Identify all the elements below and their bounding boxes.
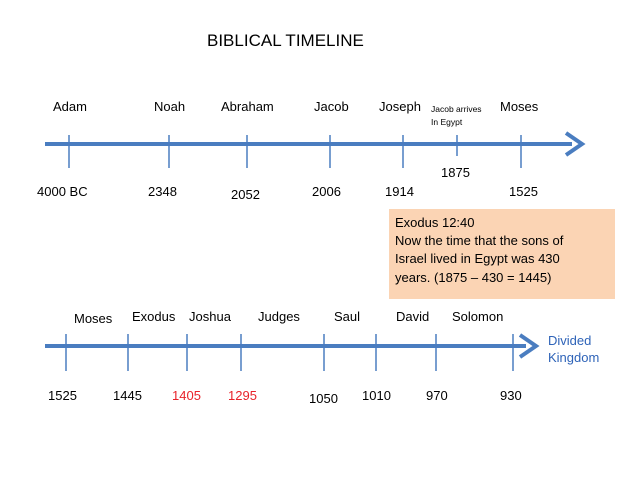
event-label-abraham: Abraham	[221, 99, 274, 114]
date-label-1050: 1050	[309, 391, 338, 406]
date-label-1525: 1525	[509, 184, 538, 199]
event-label-jacob: Jacob	[314, 99, 349, 114]
event-label-saul: Saul	[334, 309, 361, 324]
event-label-jacob-arrives-line2: In Egypt	[431, 117, 463, 127]
date-label-1875: 1875	[441, 165, 470, 180]
timeline2-arrowhead	[518, 333, 540, 359]
date-label-1914: 1914	[385, 184, 414, 199]
event-label-moses: Moses	[500, 99, 539, 114]
event-label-judges: Judges	[258, 309, 300, 324]
date-label-1405: 1405	[172, 388, 201, 403]
exodus-callout: Exodus 12:40 Now the time that the sons …	[389, 209, 615, 299]
date-label-970: 970	[426, 388, 448, 403]
date-label-2348: 2348	[148, 184, 177, 199]
event-label-noah: Noah	[154, 99, 186, 114]
callout-line-4: years. (1875 – 430 = 1445)	[395, 269, 552, 285]
date-label-1445: 1445	[113, 388, 142, 403]
page-title: BIBLICAL TIMELINE	[207, 31, 364, 50]
event-label-adam: Adam	[53, 99, 87, 114]
callout-line-3: Israel lived in Egypt was 430	[395, 251, 560, 267]
event-label-joshua: Joshua	[189, 309, 231, 324]
event-label-david: David	[396, 309, 430, 324]
date-label-2006: 2006	[312, 184, 341, 199]
event-label-moses-2: Moses	[74, 311, 113, 326]
timeline1-arrowhead	[564, 131, 586, 157]
event-label-solomon: Solomon	[452, 309, 504, 324]
date-label-2052: 2052	[231, 187, 260, 202]
end-label-kingdom: Kingdom	[548, 350, 600, 365]
callout-line-1: Exodus 12:40	[395, 215, 475, 230]
callout-line-2: Now the time that the sons of	[395, 233, 564, 249]
date-label-4000bc: 4000 BC	[37, 184, 88, 199]
date-label-1525-2: 1525	[48, 388, 77, 403]
event-label-exodus: Exodus	[132, 309, 176, 324]
event-label-jacob-arrives-line1: Jacob arrives	[431, 104, 482, 114]
end-label-divided: Divided	[548, 333, 592, 348]
event-label-joseph: Joseph	[379, 99, 421, 114]
date-label-930: 930	[500, 388, 522, 403]
date-label-1295: 1295	[228, 388, 257, 403]
date-label-1010: 1010	[362, 388, 391, 403]
